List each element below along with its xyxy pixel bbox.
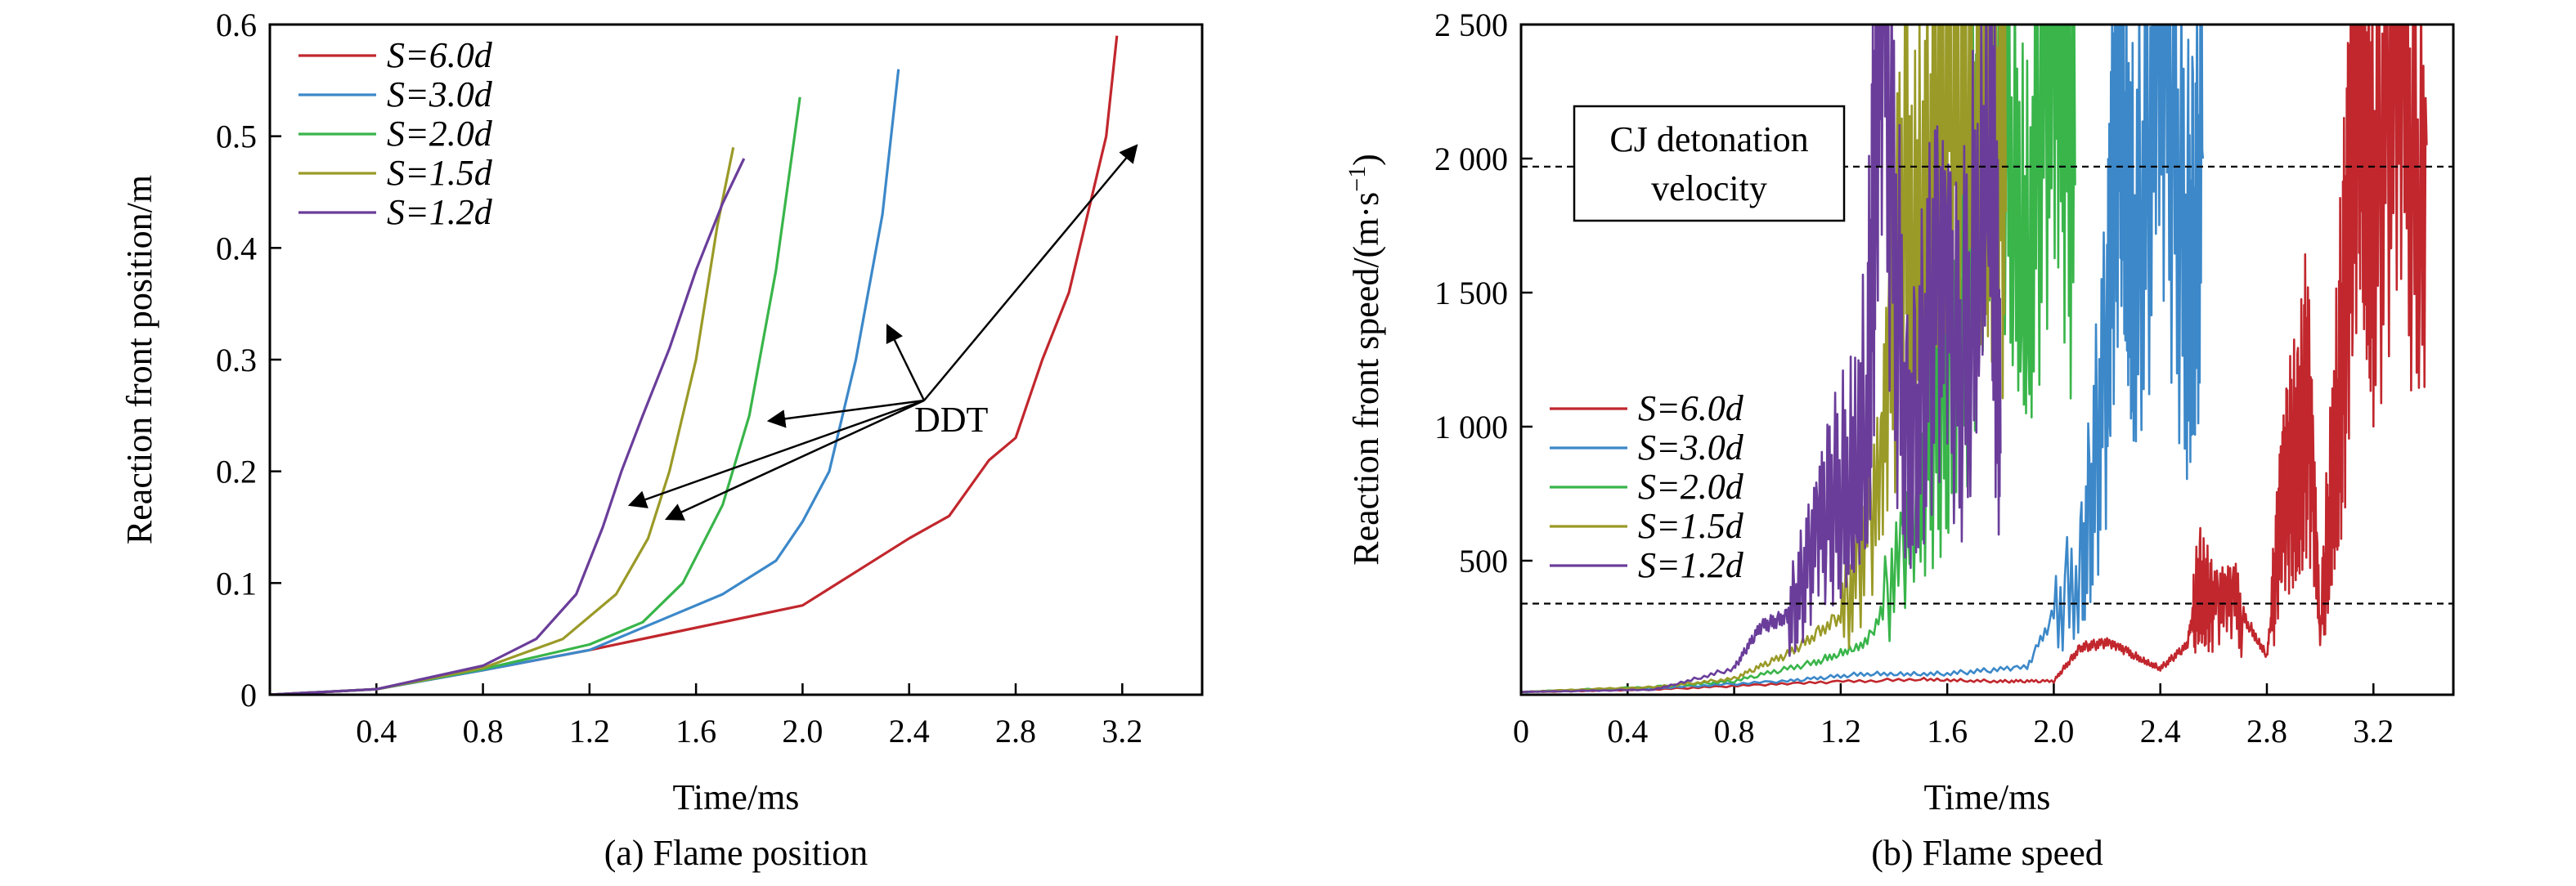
y-tick-label: 2 000 [1434,141,1508,177]
ddt-arrow-3-0d [886,323,926,401]
panel-a-flame-position: 0.4 0.8 1.2 1.6 2.0 2.4 2.8 3.2 0 0.1 0.2 0.3 0.4 0.5… [119,7,1204,873]
legend-label-s-3-0d: S=3.0d [387,74,493,114]
panel-b-ylabel-suffix: ) [1346,154,1386,166]
series-line-s-2-0d [270,96,801,695]
panel-a-xlabel: Time/ms [673,777,800,817]
series-line-s-1-5d [270,146,735,695]
panel-a-tick-labels: 0.4 0.8 1.2 1.6 2.0 2.4 2.8 3.2 0 0.1 0.2 0.3 0.4 0.5… [216,7,1142,750]
cj-label-line-1: CJ detonation [1609,119,1808,159]
y-tick-label: 1 500 [1434,275,1508,311]
x-tick-label: 0.8 [1714,713,1755,750]
panel-b-caption: (b) Flame speed [1871,833,2103,873]
x-tick-label: 2.4 [889,713,930,750]
x-tick-label: 2.4 [2140,713,2181,750]
panel-b-tick-labels: 0 0.4 0.8 1.2 1.6 2.0 2.4 2.8 3.2 500 1 000 1 500 2 … [1434,7,2394,750]
y-tick-label: 0.2 [216,454,257,490]
cj-label-frame [1573,105,1846,222]
ddt-arrow-1-2d [627,399,925,508]
series-line-s-1-2d [1521,25,2002,694]
cj-label-line-2: velocity [1651,168,1767,208]
legend-label-s-6-0d: S=6.0d [387,35,493,75]
panel-a-caption: (a) Flame position [604,833,868,873]
series-line-s-6-0d [1521,25,2428,693]
y-tick-label: 0.1 [216,565,257,602]
legend-label-s-2-0d: S=2.0d [1638,467,1744,507]
panel-b-legend: S=6.0dS=3.0dS=2.0dS=1.5dS=1.2d [1550,388,1744,585]
panel-b-ylabel-superscript: −1 [1344,166,1371,192]
panel-a-ylabel: Reaction front position/m [119,175,159,544]
panel-a-legend: S=6.0dS=3.0dS=2.0dS=1.5dS=1.2d [298,35,493,232]
x-tick-label: 1.2 [1820,713,1861,750]
x-tick-label: 2.8 [2246,713,2287,750]
panel-b-flame-speed: 0 0.4 0.8 1.2 1.6 2.0 2.4 2.8 3.2 500 1 000 1 500 2 … [1344,7,2455,873]
ddt-arrow-2-0d [766,399,925,428]
x-tick-label: 0.4 [356,713,397,750]
x-tick-label: 1.6 [1927,713,1968,750]
legend-label-s-1-5d: S=1.5d [1638,506,1744,546]
panel-a-series-lines [270,35,1119,695]
series-line-s-1-2d [270,158,746,695]
ddt-annotation: DDT [914,400,989,440]
panel-b-xlabel: Time/ms [1924,777,2051,817]
x-tick-label: 1.6 [675,713,716,750]
x-tick-label: 2.8 [995,713,1036,750]
y-tick-label: 0.6 [216,7,257,43]
x-tick-label: 0.4 [1607,713,1648,750]
y-tick-label: 500 [1459,543,1508,579]
panel-b-series-lines [1521,25,2428,694]
panel-a-ticks [270,23,1124,696]
series-line-s-1-5d [1521,25,2008,693]
panel-a-ddt-arrows [627,144,1138,521]
y-tick-label: 0.3 [216,342,257,378]
x-tick-label: 0.8 [463,713,504,750]
x-tick-label: 3.2 [2353,713,2394,750]
x-tick-label: 2.0 [782,713,823,750]
legend-label-s-1-2d: S=1.2d [1638,545,1744,585]
y-tick-label: 0.5 [216,119,257,155]
x-tick-label: 3.2 [1102,713,1142,750]
legend-label-s-1-2d: S=1.2d [387,192,493,232]
x-tick-label: 1.2 [569,713,610,750]
panel-b-ylabel-main: Reaction front speed/(m·s [1346,192,1386,566]
series-line-s-3-0d [1521,25,2205,694]
y-tick-label: 0.4 [216,230,257,266]
panel-b-ylabel: Reaction front speed/(m·s−1) [1344,154,1386,566]
series-line-s-3-0d [270,69,900,695]
ddt-arrow-1-5d [664,399,925,521]
legend-label-s-3-0d: S=3.0d [1638,427,1744,468]
ddt-arrow-6-0d [923,144,1138,401]
x-tick-label: 0 [1513,713,1529,750]
legend-label-s-2-0d: S=2.0d [387,114,493,154]
y-tick-label: 2 500 [1434,7,1508,43]
legend-label-s-1-5d: S=1.5d [387,153,493,193]
cj-label-box: CJ detonation velocity [1573,105,1846,222]
panel-a-plot-frame [268,23,1204,696]
legend-label-s-6-0d: S=6.0d [1638,388,1744,428]
y-tick-label: 1 000 [1434,409,1508,445]
x-tick-label: 2.0 [2033,713,2074,750]
y-tick-label: 0 [240,677,257,714]
panel-b-plot-frame [1519,23,2455,696]
